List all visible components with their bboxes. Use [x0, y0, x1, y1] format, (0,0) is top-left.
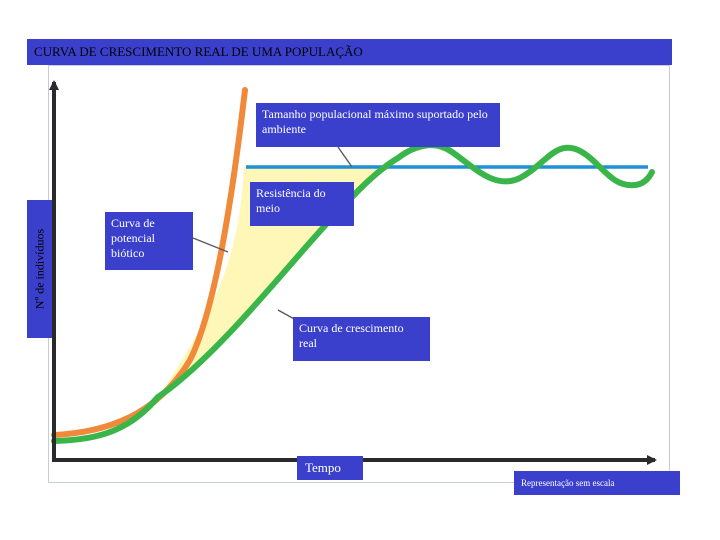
y-axis-label-box — [27, 200, 53, 338]
callout-biotic-potential: Curva de potencial biótico — [105, 212, 193, 270]
callout-real-growth: Curva de crescimento real — [293, 317, 430, 361]
diagram-title: CURVA DE CRESCIMENTO REAL DE UMA POPULAÇ… — [27, 39, 672, 65]
leader-biotic-potential — [192, 237, 229, 253]
x-axis-label: Tempo — [297, 456, 363, 480]
biotic-potential-curve — [51, 87, 248, 438]
callout-carrying-capacity: Tamanho populacional máximo suportado pe… — [256, 103, 500, 147]
leader-carrying-capacity — [337, 146, 353, 168]
callout-environmental-resistance: Resistência do meio — [250, 182, 354, 226]
scale-note: Representação sem escala — [514, 471, 680, 495]
